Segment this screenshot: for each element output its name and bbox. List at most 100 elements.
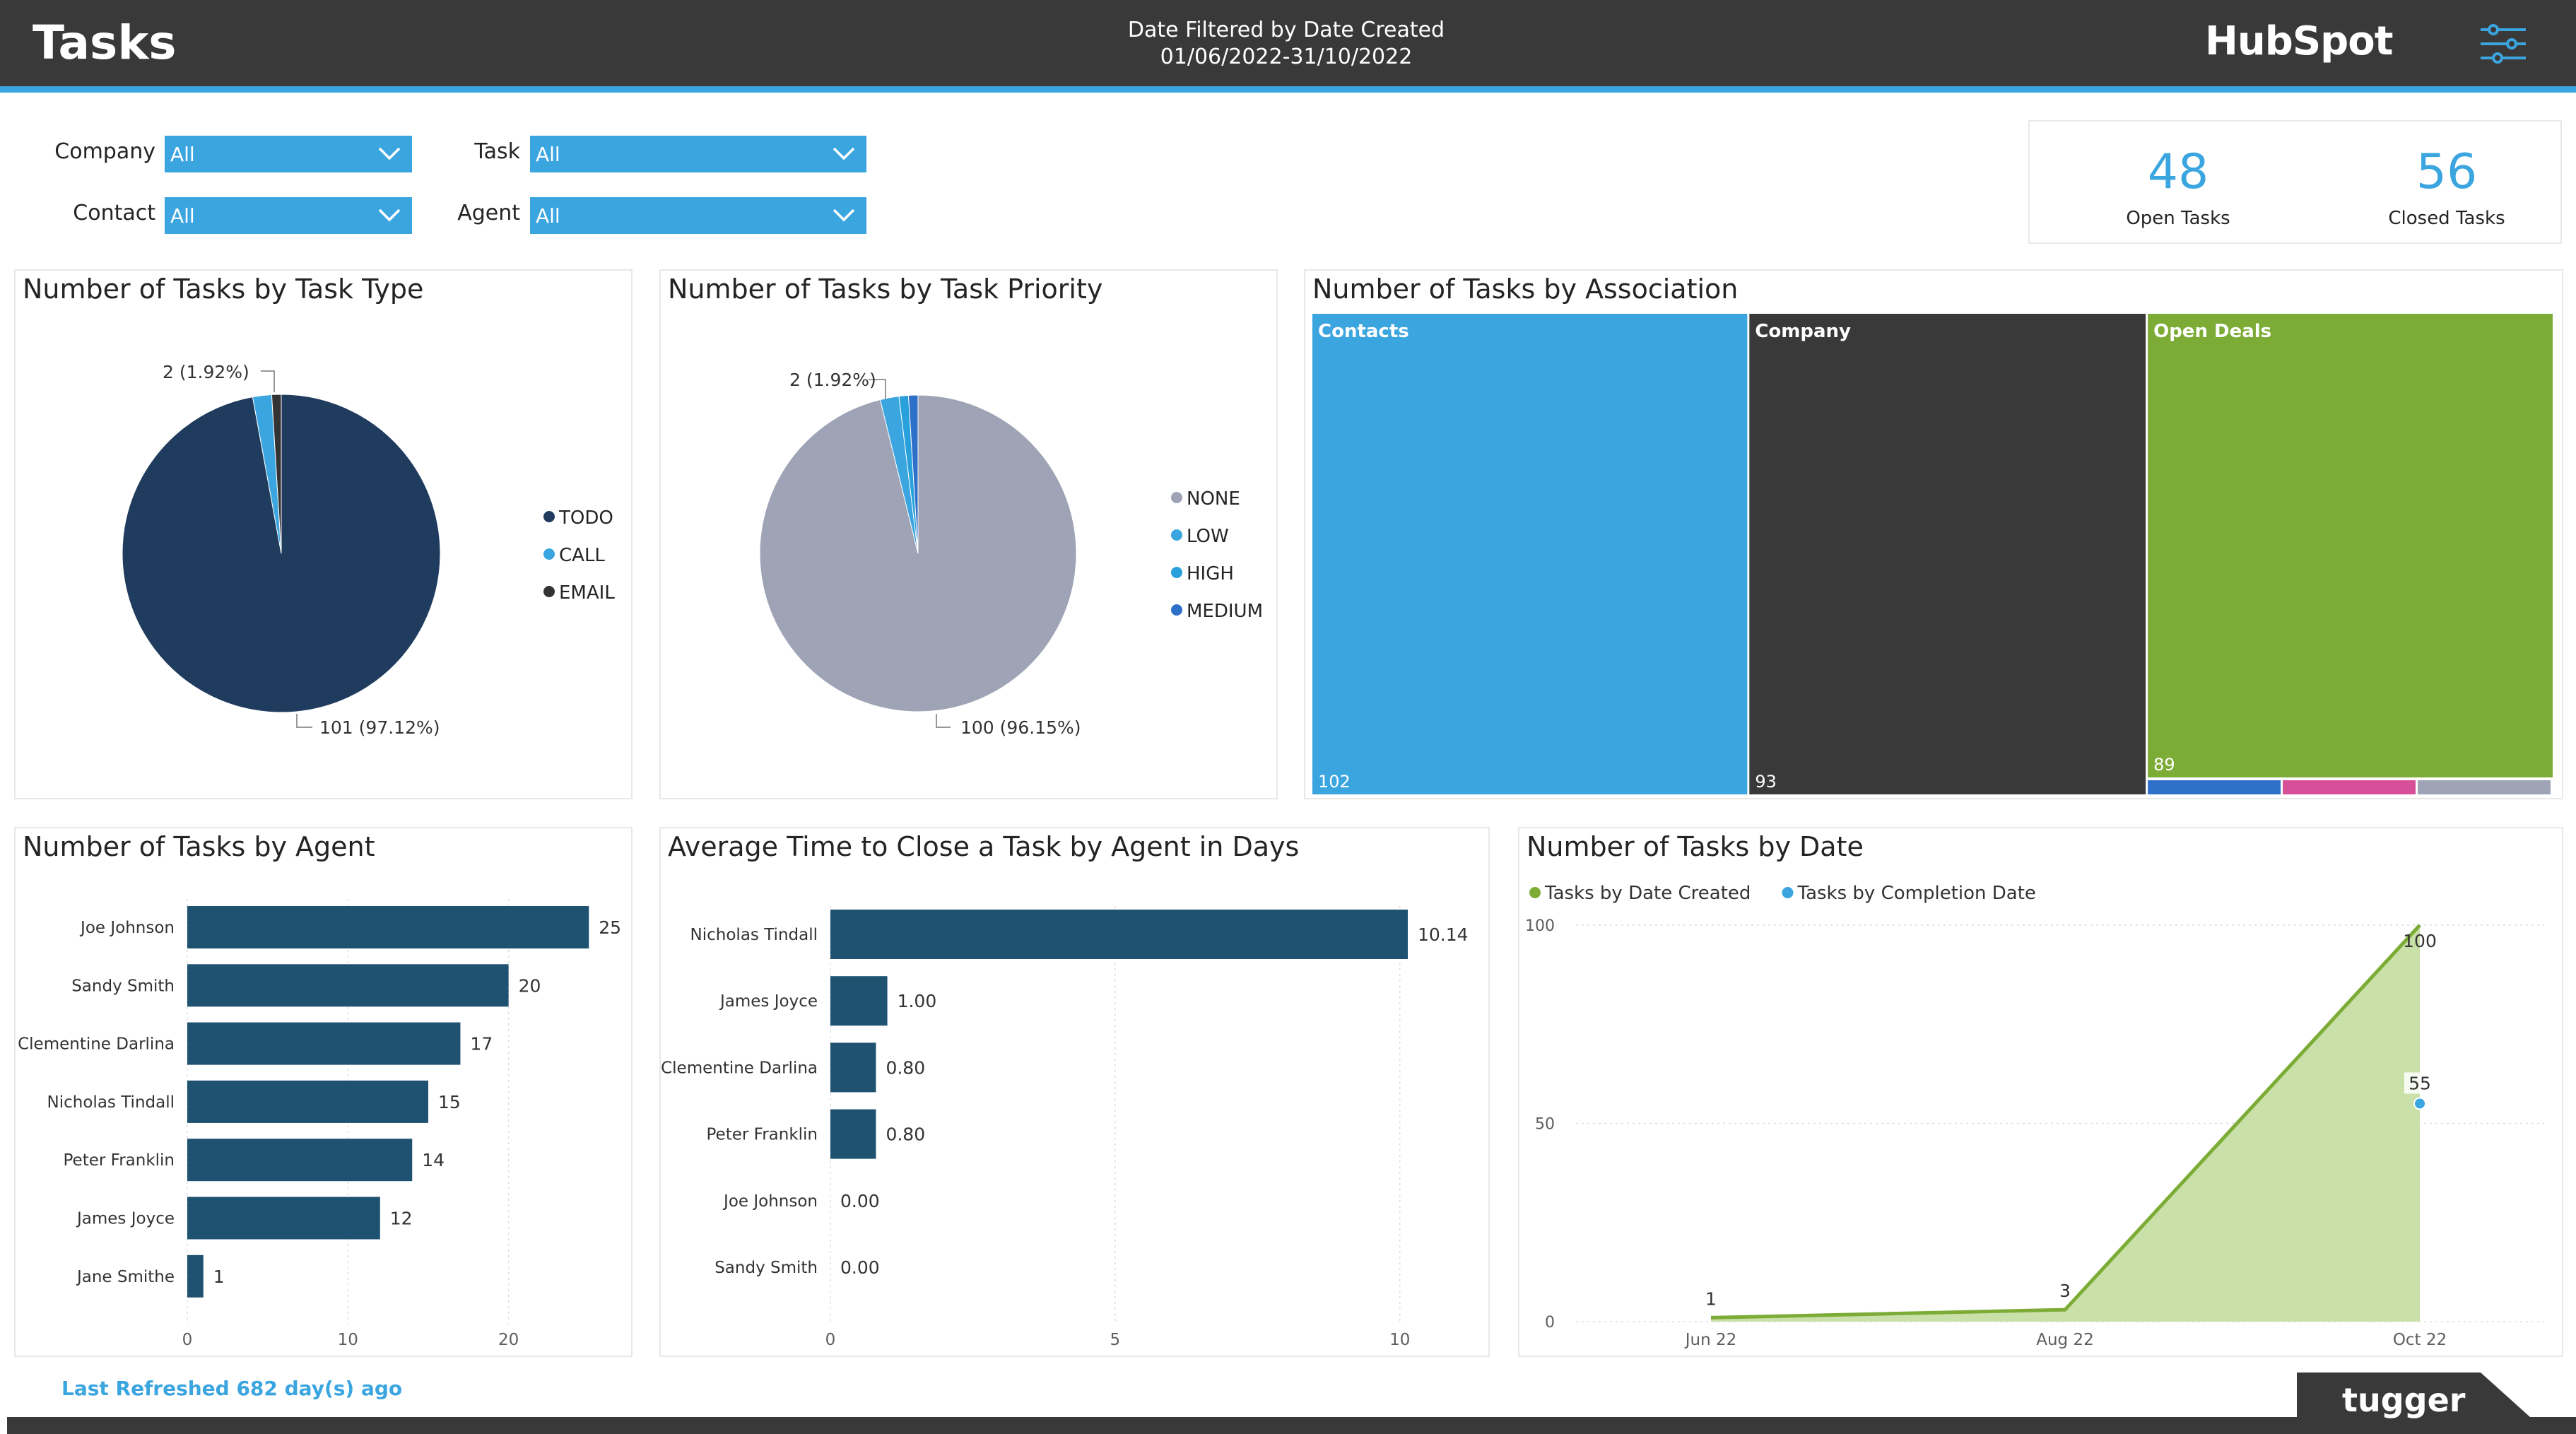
date-completion-label-bg <box>2404 1072 2435 1094</box>
date-created-data-label: 1 <box>1705 1288 1717 1309</box>
priority-legend-high: HIGH <box>1187 563 1234 584</box>
avg-close-category-label: Clementine Darlina <box>661 1059 818 1077</box>
treemap-tile-company <box>1749 314 2146 794</box>
agent-category-label: Joe Johnson <box>79 919 175 937</box>
priority-legend-none: NONE <box>1187 488 1240 510</box>
avg-close-category-label: Joe Johnson <box>722 1192 818 1211</box>
agent-bar <box>187 906 589 948</box>
date-x-tick: Oct 22 <box>2393 1331 2447 1349</box>
treemap-minor-tile-3 <box>2418 780 2551 794</box>
priority-legend-low: LOW <box>1187 526 1229 547</box>
agent-bar <box>187 1139 413 1182</box>
agent-category-label: James Joyce <box>76 1210 175 1228</box>
date-legend-label-2: Tasks by Completion Date <box>1797 883 2036 904</box>
treemap-label-open-deals: Open Deals <box>2153 321 2271 342</box>
agent-bar <box>187 1022 461 1065</box>
chevron-down-icon <box>378 208 401 222</box>
company-slicer-value: All <box>170 143 195 166</box>
priority-leader-line-small <box>869 379 886 399</box>
agent-slicer-value: All <box>536 204 560 228</box>
task-type-legend-marker-email <box>543 586 555 597</box>
date-y-tick: 100 <box>1525 917 1555 935</box>
agent-category-label: Nicholas Tindall <box>47 1093 175 1112</box>
agent-value-label: 14 <box>422 1150 445 1170</box>
date-y-tick: 0 <box>1545 1314 1555 1332</box>
date-filter-caption: Date Filtered by Date Created <box>1127 18 1445 42</box>
company-slicer-label: Company <box>54 139 155 164</box>
date-created-data-label: 100 <box>2403 931 2437 951</box>
open-tasks-label: Open Tasks <box>2126 208 2230 229</box>
avg-close-bar <box>830 976 888 1026</box>
agent-slicer[interactable]: All <box>530 197 866 234</box>
header-bar <box>0 0 2576 86</box>
agent-category-label: Sandy Smith <box>71 977 175 995</box>
agent-value-label: 15 <box>438 1092 461 1112</box>
task-slicer-value: All <box>536 143 560 166</box>
contact-slicer-value: All <box>170 204 195 228</box>
chevron-down-icon <box>833 147 855 160</box>
agent-value-label: 12 <box>390 1209 413 1229</box>
agent-tasks-title: Number of Tasks by Agent <box>23 831 375 862</box>
chevron-down-icon <box>833 208 855 222</box>
avg-close-x-tick: 10 <box>1389 1331 1410 1349</box>
tasks-by-date-panel: Number of Tasks by Date Tasks by Date Cr… <box>1518 827 2563 1357</box>
task-type-leader-line-large <box>296 714 312 728</box>
avg-close-value-label: 0.00 <box>840 1257 880 1278</box>
association-panel: Number of Tasks by Association Contacts 1… <box>1304 269 2563 799</box>
treemap-value-open-deals: 89 <box>2153 755 2175 775</box>
avg-close-bar <box>830 1109 876 1159</box>
task-type-legend-call: CALL <box>559 545 605 566</box>
avg-close-title: Average Time to Close a Task by Agent in… <box>668 831 1300 862</box>
date-x-tick: Aug 22 <box>2036 1331 2094 1349</box>
agent-bar <box>187 1080 428 1123</box>
header-accent-line <box>0 86 2576 93</box>
avg-close-value-label: 0.80 <box>886 1124 925 1145</box>
hubspot-logo: HubSpot <box>2205 18 2393 64</box>
treemap-label-company: Company <box>1755 321 1851 342</box>
kpi-card: 48 Open Tasks 56 Closed Tasks <box>2028 120 2562 244</box>
footer-bar <box>7 1417 2576 1434</box>
avg-close-x-tick: 0 <box>825 1331 836 1349</box>
contact-slicer[interactable]: All <box>165 197 412 234</box>
closed-tasks-label: Closed Tasks <box>2388 208 2505 229</box>
agent-bar <box>187 1254 204 1298</box>
avg-close-category-label: Sandy Smith <box>714 1259 818 1277</box>
treemap-value-company: 93 <box>1755 772 1777 792</box>
treemap-label-contacts: Contacts <box>1318 321 1409 342</box>
task-slicer[interactable]: All <box>530 136 866 172</box>
task-slicer-label: Task <box>474 139 520 164</box>
last-refreshed-label: Last Refreshed 682 day(s) ago <box>61 1377 403 1400</box>
open-tasks-value: 48 <box>2147 144 2209 200</box>
date-x-tick: Jun 22 <box>1684 1331 1737 1349</box>
sliders-icon[interactable] <box>2479 24 2527 64</box>
date-completion-point <box>2413 1097 2426 1110</box>
agent-category-label: Jane Smithe <box>76 1268 175 1286</box>
tasks-by-date-chart: Tasks by Date Created Tasks by Completion… <box>1525 883 2544 1349</box>
association-title: Number of Tasks by Association <box>1312 274 1739 305</box>
task-type-title: Number of Tasks by Task Type <box>23 274 424 305</box>
agent-x-tick: 0 <box>182 1331 193 1349</box>
tugger-logo-text: tugger <box>2342 1381 2466 1419</box>
agent-bar <box>187 1197 380 1240</box>
task-type-legend-marker-todo <box>543 511 555 522</box>
avg-close-value-label: 0.80 <box>886 1057 925 1078</box>
task-priority-pie-chart: NONE LOW HIGH MEDIUM 2 (1.92%) 100 (96.15%) <box>759 370 1263 738</box>
priority-legend-marker-none <box>1171 492 1182 503</box>
priority-legend-marker-low <box>1171 529 1182 541</box>
avg-close-bar <box>830 910 1408 959</box>
task-type-legend-todo: TODO <box>558 507 613 529</box>
agent-value-label: 20 <box>519 975 541 996</box>
avg-close-category-label: Nicholas Tindall <box>690 926 818 944</box>
agent-tasks-bar-chart: 0 10 20 Joe Johnson 25 Sandy Smith 20 Clementin… <box>18 899 621 1349</box>
treemap-tile-open-deals <box>2148 314 2553 777</box>
date-legend-marker-2 <box>1782 887 1794 898</box>
agent-bar <box>187 964 509 1007</box>
priority-data-label-small: 2 (1.92%) <box>789 370 876 390</box>
task-type-panel: Number of Tasks by Task Type TODO CALL EMA… <box>14 269 633 799</box>
date-completion-data-label: 55 <box>2409 1073 2431 1093</box>
date-legend-label-1: Tasks by Date Created <box>1544 883 1751 904</box>
agent-category-label: Clementine Darlina <box>18 1035 175 1054</box>
date-series-created-area <box>1711 925 2420 1322</box>
company-slicer[interactable]: All <box>165 136 412 172</box>
treemap-minor-tile-1 <box>2148 780 2281 794</box>
